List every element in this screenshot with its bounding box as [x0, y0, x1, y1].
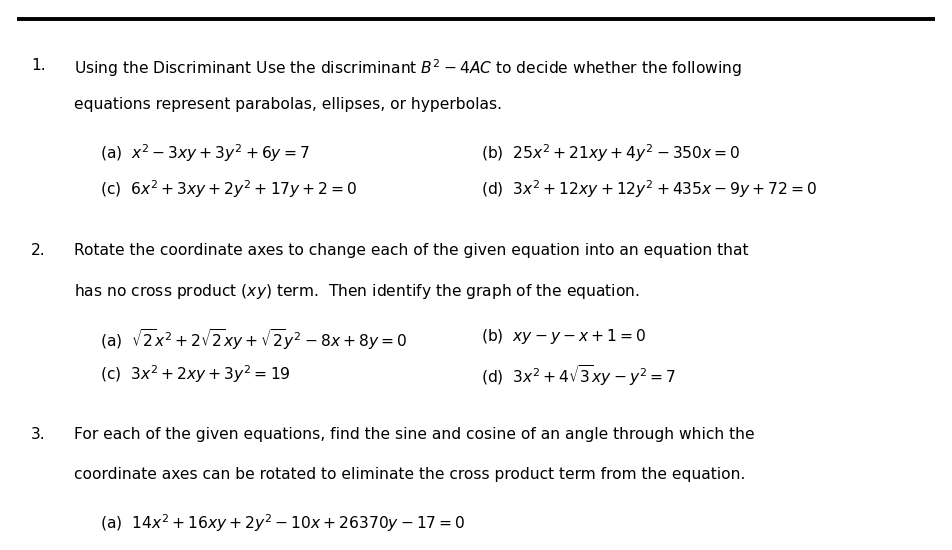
- Text: coordinate axes can be rotated to eliminate the cross product term from the equa: coordinate axes can be rotated to elimin…: [74, 467, 745, 482]
- Text: Using the Discriminant Use the discriminant $B^2-4AC$ to decide whether the foll: Using the Discriminant Use the discrimin…: [74, 58, 743, 79]
- Text: (a)  $x^2-3xy+3y^2+6y=7$: (a) $x^2-3xy+3y^2+6y=7$: [100, 142, 309, 164]
- Text: (a)  $\sqrt{2}x^2+2\sqrt{2}xy+\sqrt{2}y^2-8x+8y=0$: (a) $\sqrt{2}x^2+2\sqrt{2}xy+\sqrt{2}y^2…: [100, 327, 407, 352]
- Text: equations represent parabolas, ellipses, or hyperbolas.: equations represent parabolas, ellipses,…: [74, 97, 503, 112]
- Text: 3.: 3.: [31, 427, 46, 442]
- Text: has no cross product $(xy)$ term.  Then identify the graph of the equation.: has no cross product $(xy)$ term. Then i…: [74, 282, 640, 301]
- Text: 2.: 2.: [31, 243, 46, 257]
- Text: (c)  $3x^2+2xy+3y^2=19$: (c) $3x^2+2xy+3y^2=19$: [100, 363, 290, 384]
- Text: (d)  $3x^2+12xy+12y^2+435x-9y+72=0$: (d) $3x^2+12xy+12y^2+435x-9y+72=0$: [481, 178, 817, 200]
- Text: For each of the given equations, find the sine and cosine of an angle through wh: For each of the given equations, find th…: [74, 427, 755, 442]
- Text: (b)  $xy-y-x+1=0$: (b) $xy-y-x+1=0$: [481, 327, 646, 346]
- Text: (a)  $14x^2+16xy+2y^2-10x+26370y-17=0$: (a) $14x^2+16xy+2y^2-10x+26370y-17=0$: [100, 512, 466, 534]
- Text: (d)  $3x^2+4\sqrt{3}xy-y^2=7$: (d) $3x^2+4\sqrt{3}xy-y^2=7$: [481, 363, 676, 388]
- Text: (c)  $6x^2+3xy+2y^2+17y+2=0$: (c) $6x^2+3xy+2y^2+17y+2=0$: [100, 178, 358, 200]
- Text: (b)  $25x^2+21xy+4y^2-350x=0$: (b) $25x^2+21xy+4y^2-350x=0$: [481, 142, 741, 164]
- Text: Rotate the coordinate axes to change each of the given equation into an equation: Rotate the coordinate axes to change eac…: [74, 243, 749, 257]
- Text: (b)  $4x^2-4xy+y^2-8\sqrt{5}x-16\sqrt{5}y=0$: (b) $4x^2-4xy+y^2-8\sqrt{5}x-16\sqrt{5}y…: [100, 548, 405, 550]
- Text: 1.: 1.: [31, 58, 46, 73]
